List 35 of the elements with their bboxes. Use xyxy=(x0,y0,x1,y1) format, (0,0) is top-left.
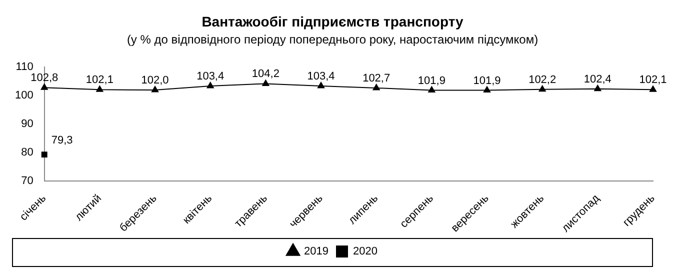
data-label: 102,0 xyxy=(141,74,169,86)
point xyxy=(96,86,104,92)
data-label: 102,4 xyxy=(584,73,612,86)
point xyxy=(151,86,159,92)
data-label: 101,9 xyxy=(418,74,446,87)
point xyxy=(538,85,546,92)
point xyxy=(262,80,270,86)
y-tick-label: 90 xyxy=(21,118,34,130)
y-tick-label: 80 xyxy=(21,146,34,159)
data-label: 102,1 xyxy=(86,74,114,86)
data-label: 102,1 xyxy=(639,74,667,86)
point xyxy=(40,84,48,90)
data-label: 79,3 xyxy=(51,134,73,147)
point xyxy=(372,84,380,90)
point xyxy=(594,84,602,92)
data-label: 102,7 xyxy=(362,72,390,85)
chart-title: Вантажообіг підприємств транспорту xyxy=(202,13,464,30)
point xyxy=(428,86,436,92)
point xyxy=(483,86,491,92)
point xyxy=(206,82,214,88)
data-label: 103,4 xyxy=(307,70,335,83)
point xyxy=(317,82,325,88)
data-label: 104,2 xyxy=(252,68,280,80)
point xyxy=(649,86,657,92)
data-label: 102,8 xyxy=(30,72,58,84)
y-tick-label: 100 xyxy=(14,90,34,102)
data-label: 102,2 xyxy=(528,74,556,86)
data-label: 101,9 xyxy=(473,74,501,87)
data-label: 103,4 xyxy=(196,70,224,83)
y-tick-label: 70 xyxy=(21,175,34,188)
legend-label: 2020 xyxy=(353,246,378,258)
y-tick-label: 110 xyxy=(16,61,34,74)
chart-subtitle: (у % до відповідного періоду попереднього року, наростаючим підсумком) xyxy=(126,32,538,46)
point xyxy=(41,152,48,158)
legend-label: 2019 xyxy=(304,246,329,258)
